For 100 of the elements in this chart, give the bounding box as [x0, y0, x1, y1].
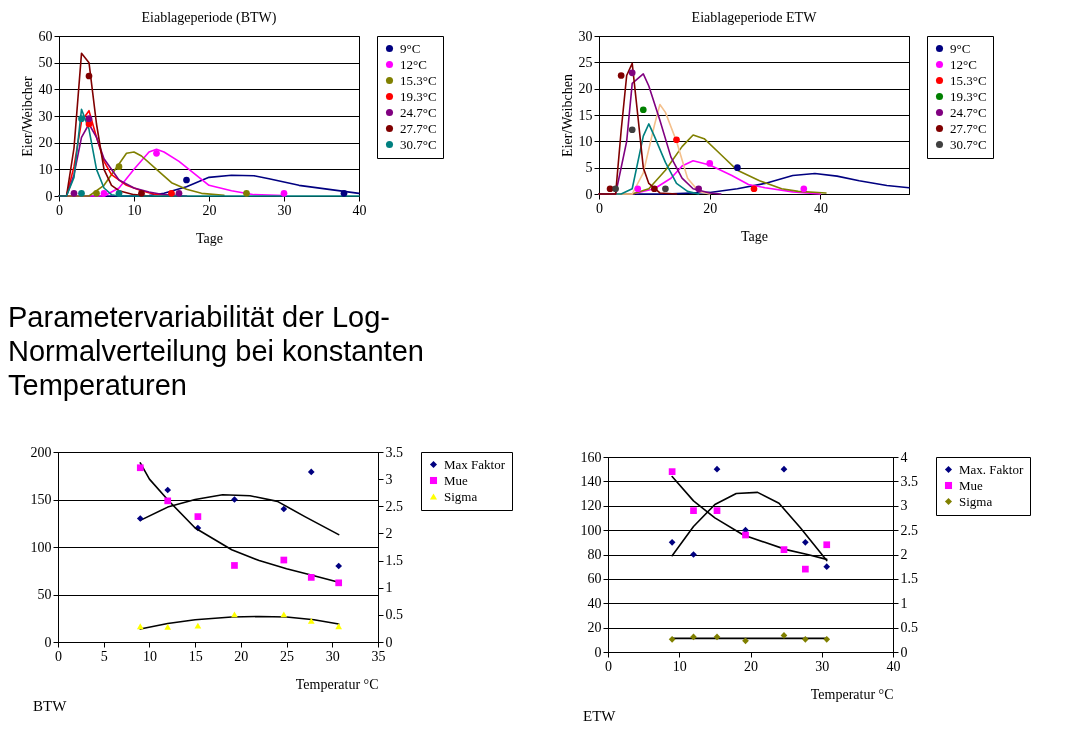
- point: [800, 185, 808, 193]
- y-tick-label: 30: [38, 108, 53, 124]
- point: [662, 185, 669, 193]
- point: [802, 538, 809, 546]
- point: [634, 185, 642, 193]
- point: [690, 551, 697, 558]
- point: [85, 72, 93, 80]
- text: Parametervariabilität der Log-Normalverteilung bei konstanten Temperaturen: [8, 300, 425, 402]
- legend-label: 24.7°C: [950, 104, 987, 120]
- point: [280, 189, 288, 197]
- y2-tick-label: 2: [385, 525, 393, 541]
- point: [183, 176, 190, 184]
- point: [164, 497, 172, 505]
- x-axis-title: Temperatur °C: [810, 686, 894, 702]
- legend-label: Max Faktor: [444, 456, 506, 472]
- y-tick-label: 150: [30, 492, 52, 507]
- point: [713, 465, 721, 473]
- y-tick-label: 160: [580, 449, 602, 465]
- point: [136, 623, 144, 630]
- point: [823, 635, 831, 643]
- point: [231, 496, 238, 503]
- legend-label: 12°C: [400, 56, 427, 72]
- point: [138, 189, 145, 197]
- point: [243, 189, 250, 197]
- y2-tick-label: 1: [900, 595, 908, 611]
- y-tick-label: 50: [38, 55, 53, 71]
- point: [280, 611, 288, 618]
- y-tick-label: 20: [587, 620, 602, 636]
- x-tick-label: 25: [280, 648, 295, 664]
- x-tick-label: 10: [672, 658, 687, 674]
- y-tick-label: 10: [38, 161, 53, 177]
- point: [823, 563, 831, 571]
- y2-tick-label: 2.5: [385, 498, 403, 514]
- y2-tick-label: 2: [900, 547, 908, 562]
- y-tick-label: 60: [38, 28, 53, 44]
- legend-label: 19.3°C: [400, 88, 437, 104]
- x-tick-label: 20: [202, 202, 217, 218]
- x-tick-label: 30: [277, 202, 292, 218]
- y-tick-label: 15: [578, 107, 593, 123]
- point: [606, 185, 614, 193]
- point: [280, 556, 288, 564]
- point: [668, 468, 676, 475]
- point: [617, 72, 625, 79]
- point: [175, 189, 183, 197]
- point: [713, 633, 721, 641]
- legend-label: 27.7°C: [400, 120, 437, 136]
- y-tick-label: 0: [45, 188, 53, 204]
- x-tick-label: 10: [127, 202, 142, 218]
- legend-label: Mue: [959, 477, 984, 493]
- y2-tick-label: 1: [385, 580, 393, 596]
- point: [335, 579, 343, 587]
- point: [78, 189, 85, 197]
- y-tick-label: 100: [580, 522, 602, 538]
- x-axis-title: Temperatur °C: [295, 676, 379, 692]
- point: [668, 538, 676, 546]
- point: [280, 505, 288, 513]
- point: [639, 106, 647, 114]
- legend-label: 30.7°C: [400, 136, 437, 152]
- y-tick-label: 0: [585, 186, 593, 202]
- y-axis-title: Eier/Weibchen: [559, 74, 575, 157]
- y2-tick-label: 1.5: [385, 553, 403, 569]
- legend-label: 27.7°C: [950, 120, 987, 136]
- y-tick-label: 140: [580, 473, 602, 489]
- chart-title: Eiablageperiode (BTW): [141, 10, 277, 26]
- legend-label: Max. Faktor: [959, 461, 1024, 477]
- point: [168, 189, 175, 197]
- y2-tick-label: 3: [900, 498, 908, 514]
- point: [307, 574, 315, 581]
- point: [651, 185, 658, 193]
- point: [136, 515, 144, 522]
- y-tick-label: 25: [578, 54, 593, 70]
- point: [93, 189, 100, 197]
- point: [335, 623, 343, 630]
- point: [713, 507, 721, 514]
- y2-tick-label: 3.5: [900, 473, 918, 489]
- point: [706, 160, 714, 167]
- point: [231, 562, 238, 569]
- line-series: [58, 108, 360, 197]
- legend-label: 15.3°C: [950, 72, 987, 88]
- point: [673, 136, 680, 144]
- x-tick-label: 5: [100, 648, 108, 664]
- y2-tick-label: 3: [385, 471, 393, 487]
- point: [780, 465, 788, 473]
- legend-label: 15.3°C: [400, 72, 437, 88]
- legend-label: 9°C: [950, 40, 971, 56]
- y2-tick-label: 3.5: [385, 444, 403, 460]
- legend-label: 19.3°C: [950, 88, 987, 104]
- x-tick-label: 20: [234, 648, 249, 664]
- point: [85, 115, 93, 123]
- x-axis-title: Tage: [740, 228, 769, 244]
- x-tick-label: 40: [886, 658, 901, 674]
- x-tick-label: 40: [352, 202, 367, 218]
- point: [164, 486, 172, 494]
- y2-tick-label: 1.5: [900, 571, 918, 587]
- legend-label: Sigma: [959, 493, 993, 509]
- point: [695, 185, 702, 193]
- point: [690, 507, 697, 514]
- legend-label: Sigma: [444, 488, 478, 504]
- y-tick-label: 40: [38, 81, 53, 97]
- y2-tick-label: 2.5: [900, 522, 918, 538]
